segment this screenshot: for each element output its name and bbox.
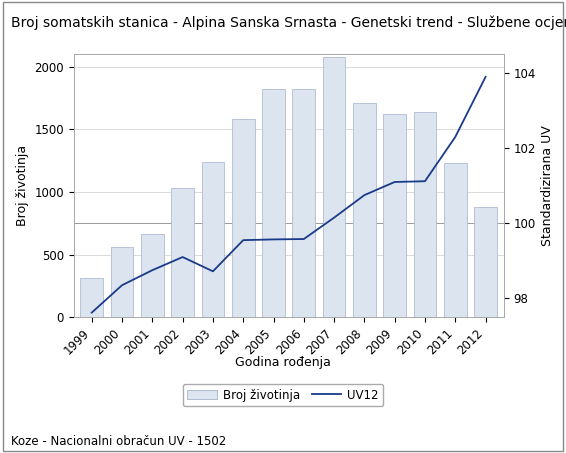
Bar xyxy=(141,234,164,317)
Bar xyxy=(444,163,466,317)
Bar xyxy=(232,120,255,317)
Bar xyxy=(171,188,194,317)
Bar xyxy=(383,115,406,317)
Bar xyxy=(293,89,315,317)
Y-axis label: Broj životinja: Broj životinja xyxy=(16,145,29,226)
Text: Koze - Nacionalni obračun UV - 1502: Koze - Nacionalni obračun UV - 1502 xyxy=(11,435,226,448)
Bar xyxy=(80,278,103,317)
Bar xyxy=(323,57,345,317)
Legend: Broj životinja, UV12: Broj životinja, UV12 xyxy=(183,384,383,406)
Text: Broj somatskih stanica - Alpina Sanska Srnasta - Genetski trend - Službene ocjen: Broj somatskih stanica - Alpina Sanska S… xyxy=(11,16,566,30)
Bar xyxy=(111,247,134,317)
Bar xyxy=(201,162,224,317)
Bar xyxy=(353,103,376,317)
Bar xyxy=(474,207,497,317)
Text: Godina rođenja: Godina rođenja xyxy=(235,356,331,369)
Y-axis label: Standardizirana UV: Standardizirana UV xyxy=(542,125,554,246)
Bar xyxy=(414,112,436,317)
Bar xyxy=(262,89,285,317)
